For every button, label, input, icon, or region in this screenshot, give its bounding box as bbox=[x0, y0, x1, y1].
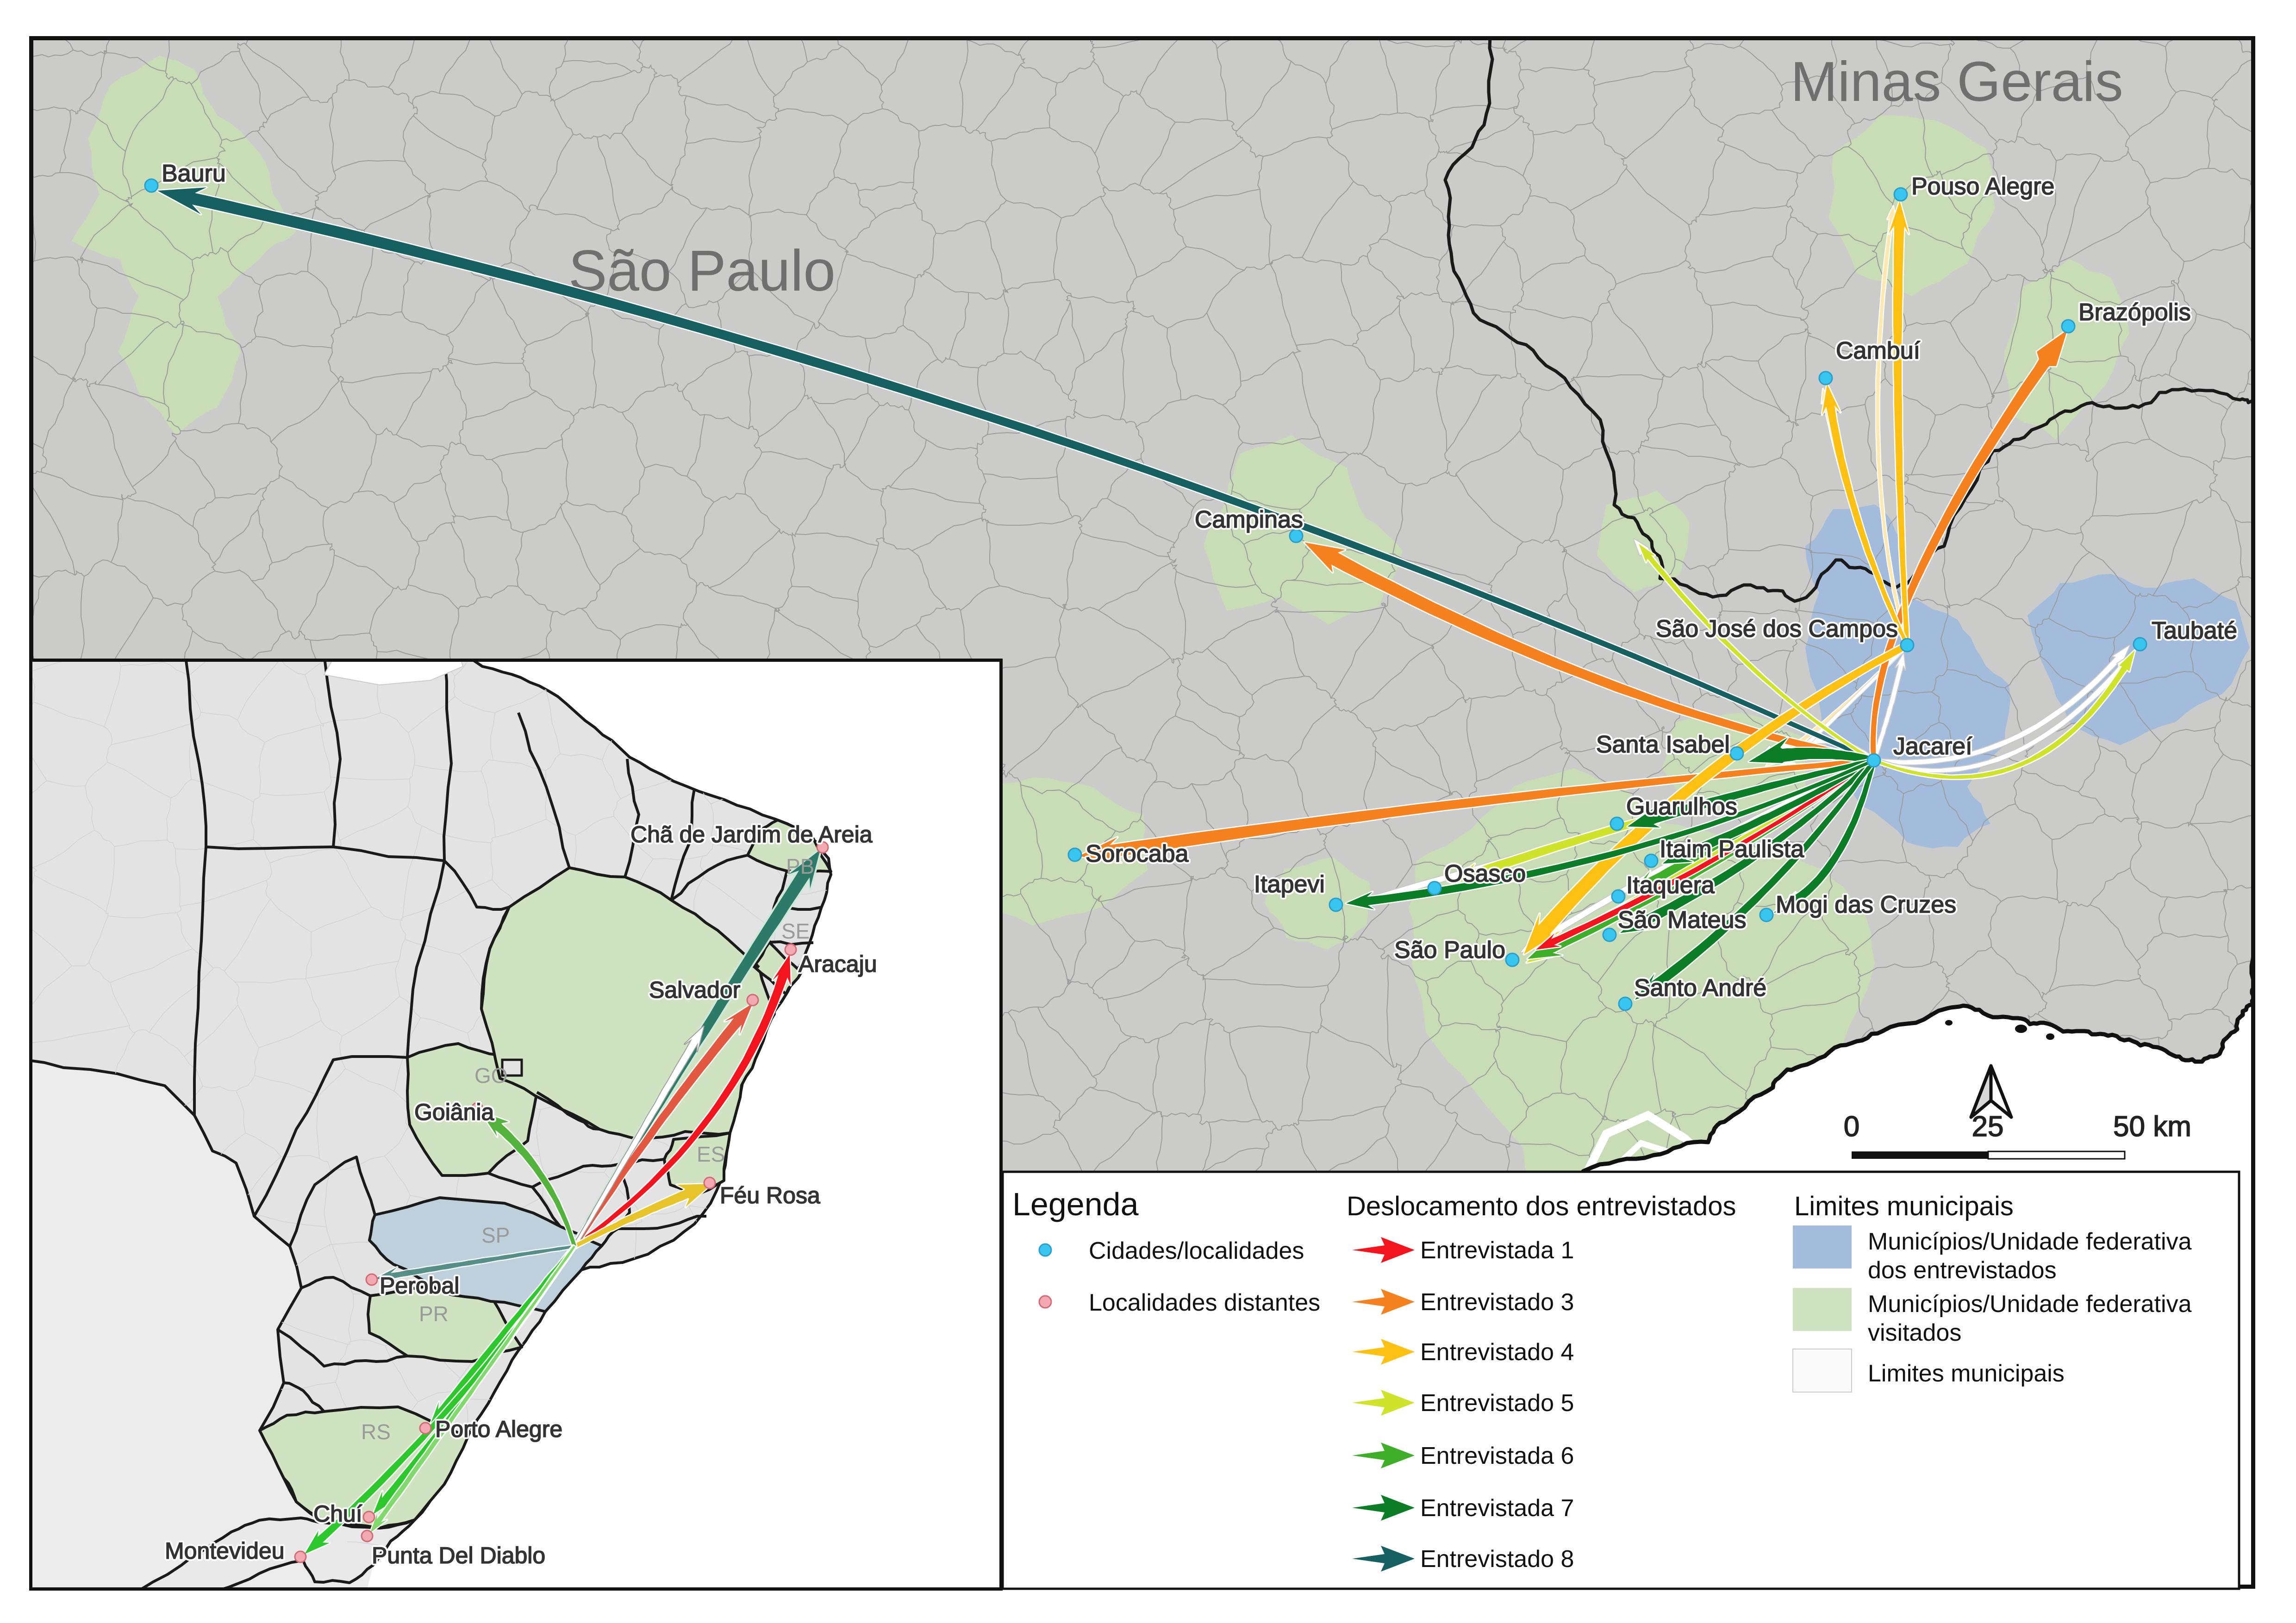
svg-text:Salvador: Salvador bbox=[649, 977, 740, 1003]
svg-text:Entrevistada 7: Entrevistada 7 bbox=[1420, 1495, 1574, 1522]
svg-text:Aracaju: Aracaju bbox=[799, 951, 877, 977]
svg-text:Sorocaba: Sorocaba bbox=[1086, 840, 1189, 867]
svg-text:São Mateus: São Mateus bbox=[1618, 907, 1747, 933]
svg-text:Guarulhos: Guarulhos bbox=[1626, 793, 1737, 820]
svg-text:Goiânia: Goiânia bbox=[414, 1099, 494, 1125]
svg-text:São Mateus: São Mateus bbox=[1618, 907, 1747, 933]
svg-text:25: 25 bbox=[1972, 1111, 2004, 1143]
svg-text:Itaim Paulista: Itaim Paulista bbox=[1660, 836, 1804, 863]
svg-text:Itaquera: Itaquera bbox=[1626, 872, 1715, 899]
svg-text:0: 0 bbox=[1844, 1111, 1859, 1143]
svg-text:Taubaté: Taubaté bbox=[2152, 617, 2237, 644]
svg-text:Itapevi: Itapevi bbox=[1254, 871, 1325, 898]
svg-text:São Paulo: São Paulo bbox=[1394, 937, 1505, 964]
svg-text:Brazópolis: Brazópolis bbox=[2078, 299, 2191, 326]
svg-text:Salvador: Salvador bbox=[649, 977, 740, 1003]
svg-text:Bauru: Bauru bbox=[162, 160, 226, 187]
svg-text:Cambuí: Cambuí bbox=[1836, 337, 1921, 364]
svg-text:Municípios/Unidade federativa: Municípios/Unidade federativa bbox=[1868, 1228, 2192, 1255]
svg-text:Perobal: Perobal bbox=[380, 1273, 459, 1299]
svg-text:Santo André: Santo André bbox=[1634, 975, 1766, 1001]
svg-text:dos entrevistados: dos entrevistados bbox=[1868, 1257, 2057, 1284]
svg-text:Goiânia: Goiânia bbox=[414, 1099, 494, 1125]
svg-text:RS: RS bbox=[361, 1420, 391, 1444]
svg-text:Guarulhos: Guarulhos bbox=[1626, 793, 1737, 820]
svg-text:Osasco: Osasco bbox=[1444, 860, 1526, 887]
svg-text:Minas Gerais: Minas Gerais bbox=[1791, 50, 2123, 113]
svg-text:Punta Del Diablo: Punta Del Diablo bbox=[372, 1542, 545, 1568]
svg-text:Entrevistado 3: Entrevistado 3 bbox=[1420, 1289, 1574, 1316]
svg-text:Porto Alegre: Porto Alegre bbox=[435, 1416, 562, 1442]
svg-text:Itaim Paulista: Itaim Paulista bbox=[1660, 836, 1804, 863]
svg-text:Sorocaba: Sorocaba bbox=[1086, 840, 1189, 867]
svg-text:Entrevistada 6: Entrevistada 6 bbox=[1420, 1443, 1574, 1469]
svg-text:Chuí: Chuí bbox=[313, 1501, 362, 1527]
svg-text:Aracaju: Aracaju bbox=[799, 951, 877, 977]
svg-text:Localidades distantes: Localidades distantes bbox=[1089, 1289, 1320, 1316]
svg-text:Campinas: Campinas bbox=[1195, 506, 1303, 533]
svg-text:Jacareí: Jacareí bbox=[1893, 733, 1972, 760]
svg-text:Entrevistado 4: Entrevistado 4 bbox=[1420, 1339, 1574, 1366]
svg-text:Taubaté: Taubaté bbox=[2152, 617, 2237, 644]
svg-text:Limites municipais: Limites municipais bbox=[1868, 1360, 2065, 1387]
svg-text:Porto Alegre: Porto Alegre bbox=[435, 1416, 562, 1442]
svg-text:São Paulo: São Paulo bbox=[568, 239, 836, 303]
svg-text:PB: PB bbox=[786, 854, 814, 878]
svg-text:Perobal: Perobal bbox=[380, 1273, 459, 1299]
svg-text:Chuí: Chuí bbox=[313, 1501, 362, 1527]
svg-text:Chã de Jardim de Areia: Chã de Jardim de Areia bbox=[630, 821, 873, 847]
svg-text:SP: SP bbox=[481, 1223, 510, 1247]
svg-text:Entrevistado 8: Entrevistado 8 bbox=[1420, 1546, 1574, 1573]
svg-text:Montevideu: Montevideu bbox=[165, 1538, 285, 1564]
svg-text:Municípios/Unidade federativa: Municípios/Unidade federativa bbox=[1868, 1291, 2192, 1318]
svg-text:Santa Isabel: Santa Isabel bbox=[1596, 731, 1730, 758]
svg-text:São José dos Campos: São José dos Campos bbox=[1656, 616, 1898, 642]
svg-text:Entrevistada 1: Entrevistada 1 bbox=[1420, 1237, 1574, 1264]
svg-text:Mogi das Cruzes: Mogi das Cruzes bbox=[1776, 891, 1956, 918]
svg-text:Cambuí: Cambuí bbox=[1836, 337, 1921, 364]
svg-text:Santa Isabel: Santa Isabel bbox=[1596, 731, 1730, 758]
svg-text:Osasco: Osasco bbox=[1444, 860, 1526, 887]
svg-text:Cidades/localidades: Cidades/localidades bbox=[1089, 1237, 1304, 1264]
svg-text:Chã de Jardim de Areia: Chã de Jardim de Areia bbox=[630, 821, 873, 847]
svg-text:Itaquera: Itaquera bbox=[1626, 872, 1715, 899]
svg-text:SE: SE bbox=[781, 919, 810, 943]
svg-text:Brazópolis: Brazópolis bbox=[2078, 299, 2191, 326]
svg-text:Limites municipais: Limites municipais bbox=[1794, 1191, 2014, 1221]
svg-text:Campinas: Campinas bbox=[1195, 506, 1303, 533]
svg-text:visitados: visitados bbox=[1868, 1319, 1961, 1346]
svg-text:PR: PR bbox=[419, 1302, 449, 1326]
svg-text:ES: ES bbox=[697, 1142, 725, 1166]
svg-text:Montevideu: Montevideu bbox=[165, 1538, 285, 1564]
svg-text:Deslocamento dos entrevistados: Deslocamento dos entrevistados bbox=[1347, 1191, 1736, 1221]
svg-text:Pouso Alegre: Pouso Alegre bbox=[1911, 173, 2054, 200]
svg-text:Punta Del Diablo: Punta Del Diablo bbox=[372, 1542, 545, 1568]
svg-text:Pouso Alegre: Pouso Alegre bbox=[1911, 173, 2054, 200]
svg-text:Santo André: Santo André bbox=[1634, 975, 1766, 1001]
svg-text:50 km: 50 km bbox=[2113, 1111, 2191, 1143]
svg-text:São José dos Campos: São José dos Campos bbox=[1656, 616, 1898, 642]
svg-text:GO: GO bbox=[474, 1063, 508, 1088]
svg-text:São Paulo: São Paulo bbox=[1394, 937, 1505, 964]
svg-text:Jacareí: Jacareí bbox=[1893, 733, 1972, 760]
svg-text:Legenda: Legenda bbox=[1012, 1186, 1139, 1222]
svg-text:Féu Rosa: Féu Rosa bbox=[720, 1182, 820, 1208]
svg-text:Féu Rosa: Féu Rosa bbox=[720, 1182, 820, 1208]
svg-text:Entrevistado 5: Entrevistado 5 bbox=[1420, 1390, 1574, 1417]
svg-text:Itapevi: Itapevi bbox=[1254, 871, 1325, 898]
svg-text:Bauru: Bauru bbox=[162, 160, 226, 187]
svg-text:Mogi das Cruzes: Mogi das Cruzes bbox=[1776, 891, 1956, 918]
